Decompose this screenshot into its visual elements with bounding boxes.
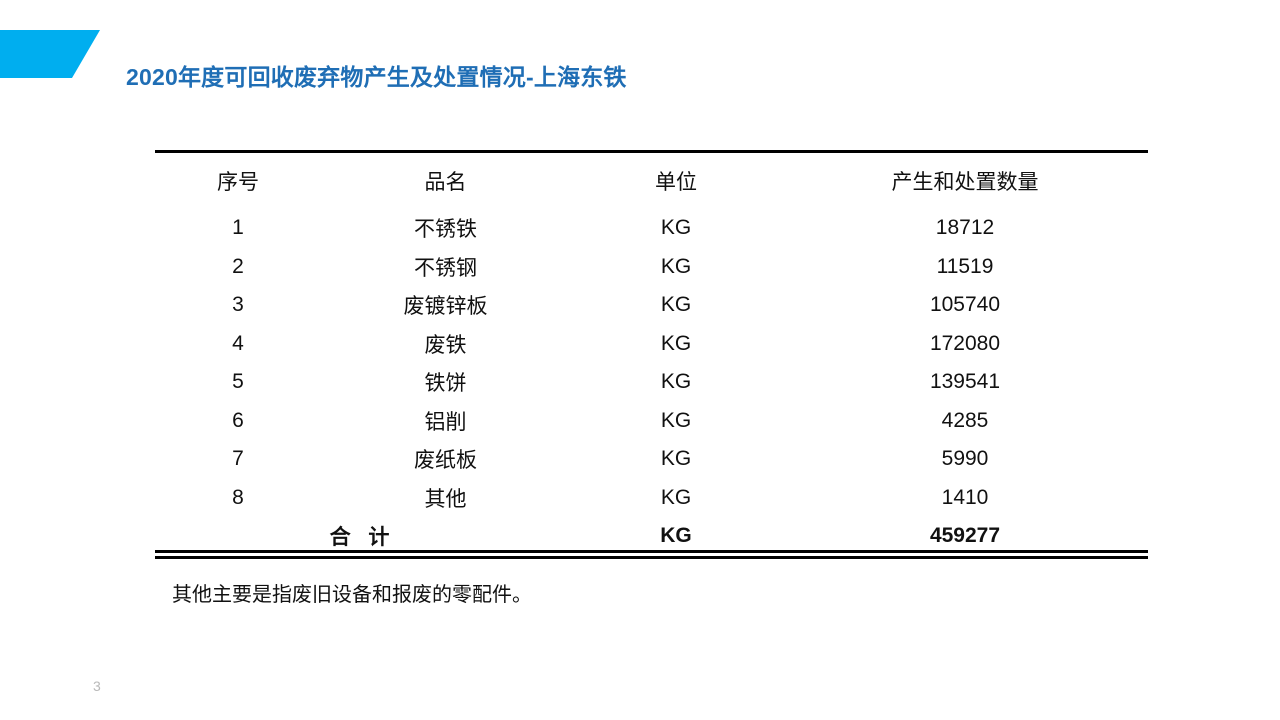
cell-name: 铝削 (424, 410, 467, 434)
table-row: 7 废纸板 KG 5990 (155, 440, 1148, 479)
cell-index: 2 (232, 254, 244, 278)
cell-index: 3 (232, 293, 244, 317)
table-row: 8 其他 KG 1410 (155, 479, 1148, 518)
cell-quantity: 18712 (935, 216, 995, 240)
cell-quantity: 172080 (929, 331, 1001, 355)
cell-index: 5 (232, 370, 244, 394)
table-row: 3 废镀锌板 KG 105740 (155, 286, 1148, 325)
cell-unit: KG (660, 370, 692, 394)
cell-unit: KG (660, 485, 692, 509)
cell-quantity: 11519 (936, 254, 994, 278)
header-accent-shape (0, 30, 100, 78)
cell-unit: KG (660, 216, 692, 240)
column-header-quantity: 产生和处置数量 (891, 171, 1039, 194)
table-total-row: 合 计 KG 459277 (155, 517, 1148, 557)
cell-quantity: 1410 (941, 485, 989, 509)
cell-unit: KG (660, 408, 692, 432)
table-row: 6 铝削 KG 4285 (155, 402, 1148, 441)
cell-unit: KG (660, 331, 692, 355)
cell-index: 1 (232, 216, 244, 240)
table-row: 4 废铁 KG 172080 (155, 325, 1148, 364)
cell-name: 铁饼 (424, 372, 467, 396)
cell-index: 7 (232, 447, 244, 471)
cell-name: 废纸板 (414, 449, 477, 473)
table-row: 5 铁饼 KG 139541 (155, 363, 1148, 402)
cell-total-label: 合 计 (329, 526, 396, 550)
cell-quantity: 4285 (941, 408, 989, 432)
page-number: 3 (93, 678, 101, 694)
cell-total-quantity: 459277 (929, 524, 1001, 548)
cell-unit: KG (660, 447, 692, 471)
cell-name: 废镀锌板 (403, 295, 488, 319)
page-title: 2020年度可回收废弃物产生及处置情况-上海东铁 (126, 64, 627, 90)
cell-quantity: 5990 (941, 447, 989, 471)
table-header: 序号 品名 单位 产生和处置数量 (155, 151, 1148, 210)
table-row: 2 不锈钢 KG 11519 (155, 248, 1148, 287)
cell-index: 8 (232, 485, 244, 509)
cell-name: 废铁 (424, 333, 467, 357)
table: 序号 品名 单位 产生和处置数量 1 不锈铁 KG 18712 2 不锈钢 KG… (155, 150, 1148, 559)
footnote-text: 其他主要是指废旧设备和报废的零配件。 (172, 584, 532, 606)
table-body: 1 不锈铁 KG 18712 2 不锈钢 KG 11519 3 废镀锌板 KG … (155, 209, 1148, 557)
cell-quantity: 105740 (929, 293, 1001, 317)
cell-name: 其他 (424, 487, 467, 511)
cell-name: 不锈钢 (414, 256, 477, 280)
column-header-unit: 单位 (655, 171, 697, 194)
cell-total-unit: KG (660, 524, 692, 548)
cell-index: 4 (232, 331, 244, 355)
recyclable-waste-table: 序号 品名 单位 产生和处置数量 1 不锈铁 KG 18712 2 不锈钢 KG… (155, 150, 1148, 559)
table-header-row: 序号 品名 单位 产生和处置数量 (155, 151, 1148, 210)
table-row: 1 不锈铁 KG 18712 (155, 209, 1148, 248)
column-header-index: 序号 (217, 171, 259, 194)
cell-unit: KG (660, 293, 692, 317)
cell-unit: KG (660, 254, 692, 278)
cell-quantity: 139541 (929, 370, 1001, 394)
column-header-name: 品名 (424, 171, 467, 194)
cell-name: 不锈铁 (414, 218, 477, 242)
table-bottom-rule (155, 550, 1148, 553)
cell-index: 6 (232, 408, 244, 432)
